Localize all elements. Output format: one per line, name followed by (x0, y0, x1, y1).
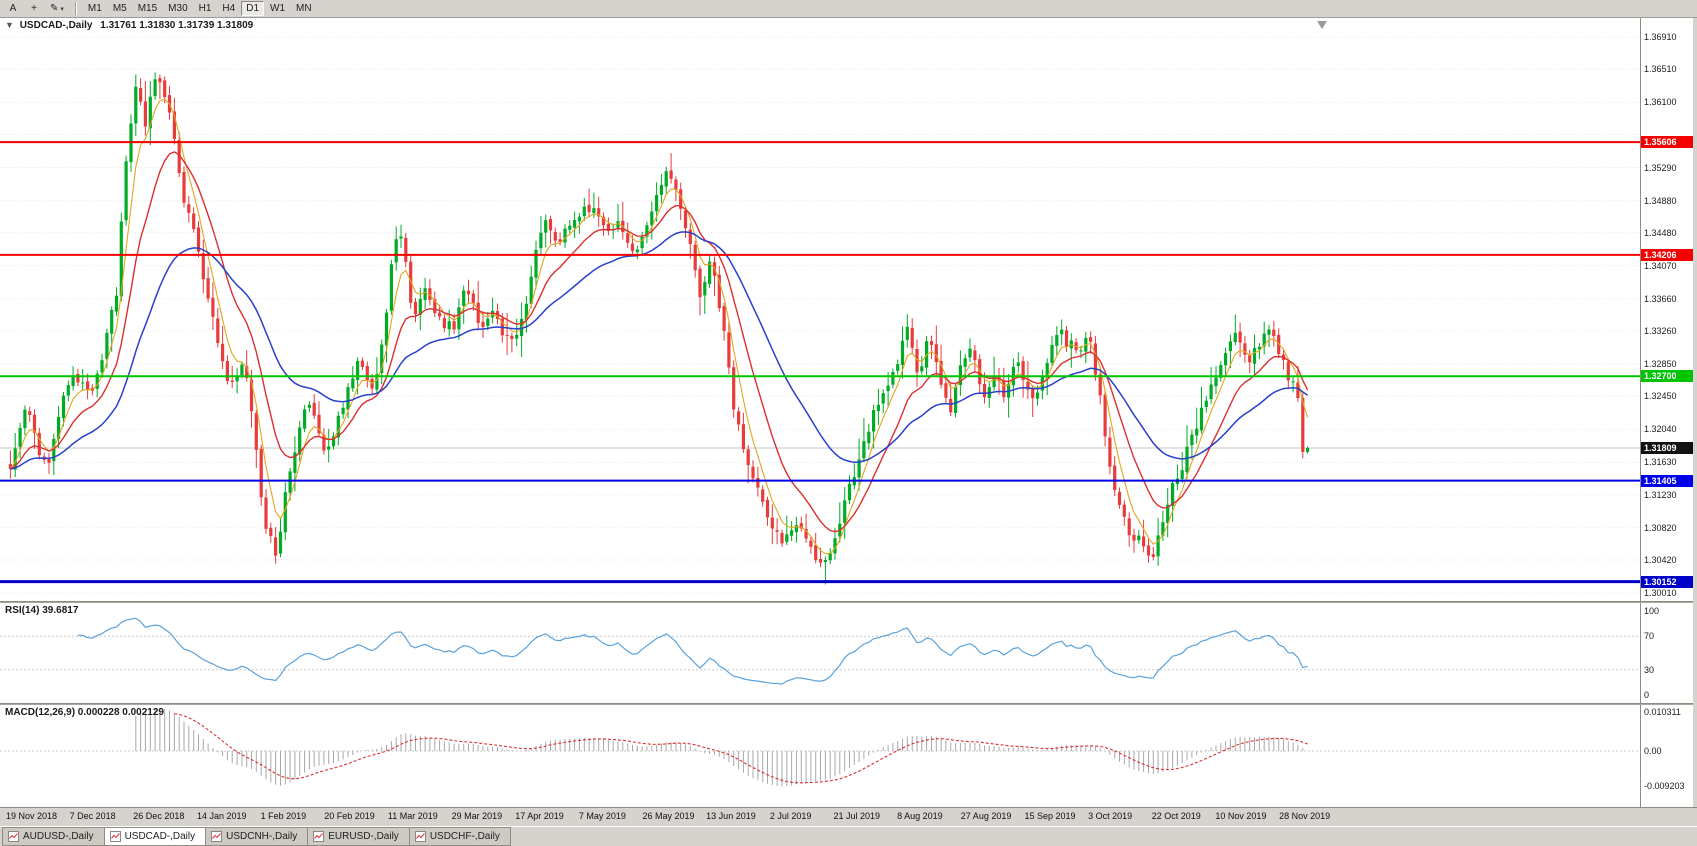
date-axis[interactable]: 19 Nov 2018 7 Dec 2018 26 Dec 2018 14 Jan 2… (0, 807, 1697, 826)
chart-tab-usdcnh-daily[interactable]: USDCNH-,Daily (205, 827, 309, 846)
horizontal-lines-layer (0, 141, 1640, 584)
date-tick-label: 10 Nov 2019 (1215, 811, 1267, 821)
chevron-down-icon: ▾ (60, 6, 64, 13)
chart-tab-label: USDCAD-,Daily (124, 831, 196, 842)
macd-header-label: MACD(12,26,9) 0.000228 0.002129 (5, 707, 164, 718)
date-tick-label: 19 Nov 2018 (6, 811, 58, 821)
rsi-axis[interactable] (1640, 603, 1697, 703)
date-tick-label: 15 Sep 2019 (1024, 811, 1076, 821)
window-right-border (1693, 18, 1697, 807)
date-tick-label: 26 May 2019 (642, 811, 695, 821)
date-tick-label: 28 Nov 2019 (1279, 811, 1331, 821)
chart-tab-bar: AUDUSD-,Daily USDCAD-,Daily USDCNH-,Daily E… (0, 826, 1697, 846)
tab-chart-icon (414, 831, 426, 842)
draw-tool-button[interactable]: ✎ ▾ (50, 3, 64, 14)
candles-layer (8, 72, 1310, 585)
timeframe-button-w1[interactable]: W1 (270, 3, 286, 14)
date-tick-label: 8 Aug 2019 (897, 811, 943, 821)
macd-panel[interactable]: MACD(12,26,9) 0.000228 0.002129 (0, 705, 1697, 807)
chart-tab-label: AUDUSD-,Daily (23, 831, 94, 842)
chart-tab-label: EURUSD-,Daily (328, 831, 399, 842)
date-tick-label: 29 Mar 2019 (451, 811, 503, 821)
timeframe-button-h1[interactable]: H1 (198, 3, 212, 14)
date-tick-label: 3 Oct 2019 (1088, 811, 1133, 821)
timeframe-button-m15[interactable]: M15 (137, 3, 158, 14)
date-tick-label: 7 Dec 2018 (69, 811, 116, 821)
date-tick-label: 13 Jun 2019 (706, 811, 756, 821)
cursor-tool-button[interactable]: A (9, 3, 17, 14)
price-chart-panel[interactable]: ▼ USDCAD-,Daily 1.31761 1.31830 1.31739 … (0, 18, 1697, 601)
timeframe-button-m1[interactable]: M1 (87, 3, 102, 14)
timeframe-toolbar: A + ✎ ▾ M1 M5 M15 M30 H1 H4 D1 W1 MN (0, 0, 1697, 18)
timeframe-button-m30[interactable]: M30 (168, 3, 188, 14)
date-tick-label: 11 Mar 2019 (387, 811, 438, 821)
chart-tab-audusd-daily[interactable]: AUDUSD-,Daily (2, 827, 105, 846)
tab-chart-icon (109, 831, 121, 842)
chart-ohlc-values: 1.31761 1.31830 1.31739 1.31809 (100, 20, 254, 31)
tab-chart-icon (313, 831, 325, 842)
chart-header: ▼ USDCAD-,Daily 1.31761 1.31830 1.31739 … (5, 20, 253, 31)
macd-axis[interactable] (1640, 705, 1697, 807)
date-tick-label: 17 Apr 2019 (515, 811, 564, 821)
macd-canvas[interactable] (0, 705, 1640, 807)
price-chart-canvas[interactable] (0, 18, 1640, 601)
quick-trade-arrow-icon[interactable]: ▼ (5, 20, 14, 30)
rsi-header-label: RSI(14) 39.6817 (5, 605, 79, 616)
chart-symbol-label: USDCAD-,Daily (19, 20, 93, 31)
timeframe-button-mn[interactable]: MN (296, 3, 312, 14)
rsi-header: RSI(14) 39.6817 (5, 605, 78, 616)
splitter-main-rsi[interactable] (0, 601, 1697, 603)
chart-tab-eurusd-daily[interactable]: EURUSD-,Daily (307, 827, 410, 846)
date-tick-label: 22 Oct 2019 (1151, 811, 1201, 821)
tab-chart-icon (8, 831, 19, 842)
date-tick-label: 27 Aug 2019 (960, 811, 1012, 821)
chart-tab-usdcad-daily[interactable]: USDCAD-,Daily (103, 827, 207, 846)
moving-averages-layer (9, 98, 1309, 555)
tab-chart-icon (211, 831, 223, 842)
date-tick-label: 1 Feb 2019 (260, 811, 307, 821)
timeframe-button-m5[interactable]: M5 (112, 3, 127, 14)
date-tick-label: 2 Jul 2019 (769, 811, 812, 821)
splitter-rsi-macd[interactable] (0, 703, 1697, 705)
date-tick-label: 21 Jul 2019 (833, 811, 881, 821)
chart-tab-usdchf-daily[interactable]: USDCHF-,Daily (408, 827, 511, 846)
rsi-canvas[interactable] (0, 603, 1640, 703)
date-tick-label: 20 Feb 2019 (324, 811, 375, 821)
date-tick-label: 7 May 2019 (578, 811, 626, 821)
timeframe-button-h4[interactable]: H4 (222, 3, 236, 14)
chart-tab-label: USDCNH-,Daily (226, 831, 298, 842)
chart-shift-marker (1317, 21, 1327, 29)
rsi-panel[interactable]: RSI(14) 39.6817 (0, 603, 1697, 703)
timeframe-button-d1[interactable]: D1 (241, 1, 265, 16)
chart-tab-label: USDCHF-,Daily (429, 831, 500, 842)
macd-header: MACD(12,26,9) 0.000228 0.002129 (5, 707, 164, 718)
grid-layer (0, 36, 1640, 594)
price-axis[interactable] (1640, 18, 1697, 601)
date-tick-label: 14 Jan 2019 (196, 811, 247, 821)
date-tick-label: 26 Dec 2018 (133, 811, 185, 821)
toolbar-separator (74, 2, 77, 15)
crosshair-tool-button[interactable]: + (31, 3, 37, 14)
